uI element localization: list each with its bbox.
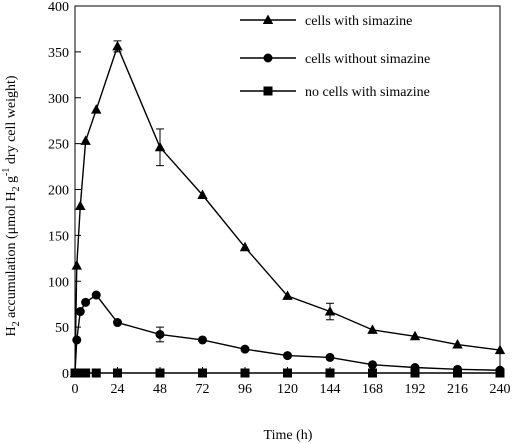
legend-label: cells with simazine	[305, 14, 412, 29]
plot-area	[74, 5, 501, 374]
y-axis-title-sub2: 2	[11, 186, 22, 191]
y-axis-ticks: 0 50 100 150 200 250 300 350 400	[48, 0, 81, 382]
data-point	[81, 297, 91, 307]
y-axis-title-middle: accumulation (μmol H	[4, 191, 19, 321]
data-point	[409, 330, 421, 341]
data-point	[91, 290, 101, 300]
x-tick-label: 144	[320, 382, 341, 397]
series-line	[74, 294, 501, 374]
data-point	[452, 339, 463, 349]
x-tick-label: 72	[196, 382, 210, 397]
y-axis-title-sup: -1	[1, 168, 12, 176]
data-point	[240, 368, 250, 378]
y-tick-label: 200	[48, 184, 69, 199]
legend-item: cells without simazine	[240, 52, 430, 67]
series-circle	[70, 290, 505, 378]
legend-label: no cells with simazine	[305, 85, 430, 100]
data-point	[155, 368, 165, 378]
data-point	[112, 40, 123, 51]
data-point	[325, 352, 335, 362]
y-tick-label: 350	[48, 46, 69, 61]
legend-marker	[263, 53, 273, 63]
x-tick-label: 0	[72, 382, 79, 397]
data-point	[197, 189, 208, 200]
x-tick-label: 216	[447, 382, 468, 397]
y-axis-title-sub1: 2	[11, 321, 22, 326]
y-tick-label: 150	[48, 229, 69, 244]
data-point	[198, 368, 207, 378]
y-tick-label: 50	[55, 321, 69, 336]
data-point	[495, 368, 505, 378]
legend-label: cells without simazine	[305, 52, 430, 67]
data-point	[75, 200, 86, 211]
y-axis-title: H2 accumulation (μmol H2 g-1 dry cell we…	[1, 75, 22, 336]
data-point	[367, 324, 378, 334]
data-point	[283, 368, 292, 378]
x-tick-label: 24	[111, 382, 125, 397]
legend-item: no cells with simazine	[240, 85, 430, 100]
y-axis-title-prefix: H	[4, 326, 19, 336]
y-tick-label: 300	[48, 92, 69, 107]
y-tick-label: 100	[48, 275, 69, 290]
legend-item: cells with simazine	[240, 14, 412, 29]
data-point	[80, 135, 91, 145]
data-point	[113, 318, 122, 328]
x-tick-label: 168	[362, 382, 383, 397]
series-square	[70, 368, 505, 378]
data-point	[81, 368, 91, 378]
data-point	[198, 335, 207, 345]
data-point	[494, 344, 506, 355]
data-point	[154, 141, 166, 152]
y-tick-label: 250	[48, 138, 69, 153]
plot-border	[74, 5, 501, 374]
legend: cells with simazine cells without simazin…	[240, 14, 430, 100]
data-point	[91, 368, 101, 378]
legend-marker	[263, 86, 273, 96]
data-point	[75, 307, 85, 317]
data-point	[283, 351, 292, 361]
data-point	[240, 344, 250, 354]
x-tick-label: 96	[238, 382, 252, 397]
data-point	[239, 241, 251, 252]
x-tick-label: 48	[153, 382, 167, 397]
x-tick-label: 120	[277, 382, 298, 397]
data-point	[453, 368, 462, 378]
data-point	[368, 368, 377, 378]
y-tick-label: 400	[48, 0, 69, 15]
y-axis-title-suffix: dry cell weight)	[4, 75, 19, 167]
data-point	[113, 368, 122, 378]
series-layer	[69, 40, 506, 378]
data-point	[282, 290, 293, 300]
x-tick-label: 192	[405, 382, 426, 397]
x-tick-label: 240	[490, 382, 511, 397]
y-axis-title-g: g	[4, 176, 19, 187]
data-point	[75, 368, 85, 378]
data-point	[325, 368, 335, 378]
data-point	[71, 260, 82, 270]
data-point	[368, 360, 377, 370]
x-axis-title: Time (h)	[264, 428, 313, 443]
y-tick-label: 0	[62, 367, 69, 382]
legend-marker	[262, 14, 274, 24]
data-point	[91, 104, 102, 114]
data-point	[324, 306, 336, 316]
data-point	[410, 368, 420, 378]
data-point	[72, 335, 82, 345]
series-line	[74, 44, 501, 374]
data-point	[155, 329, 165, 339]
